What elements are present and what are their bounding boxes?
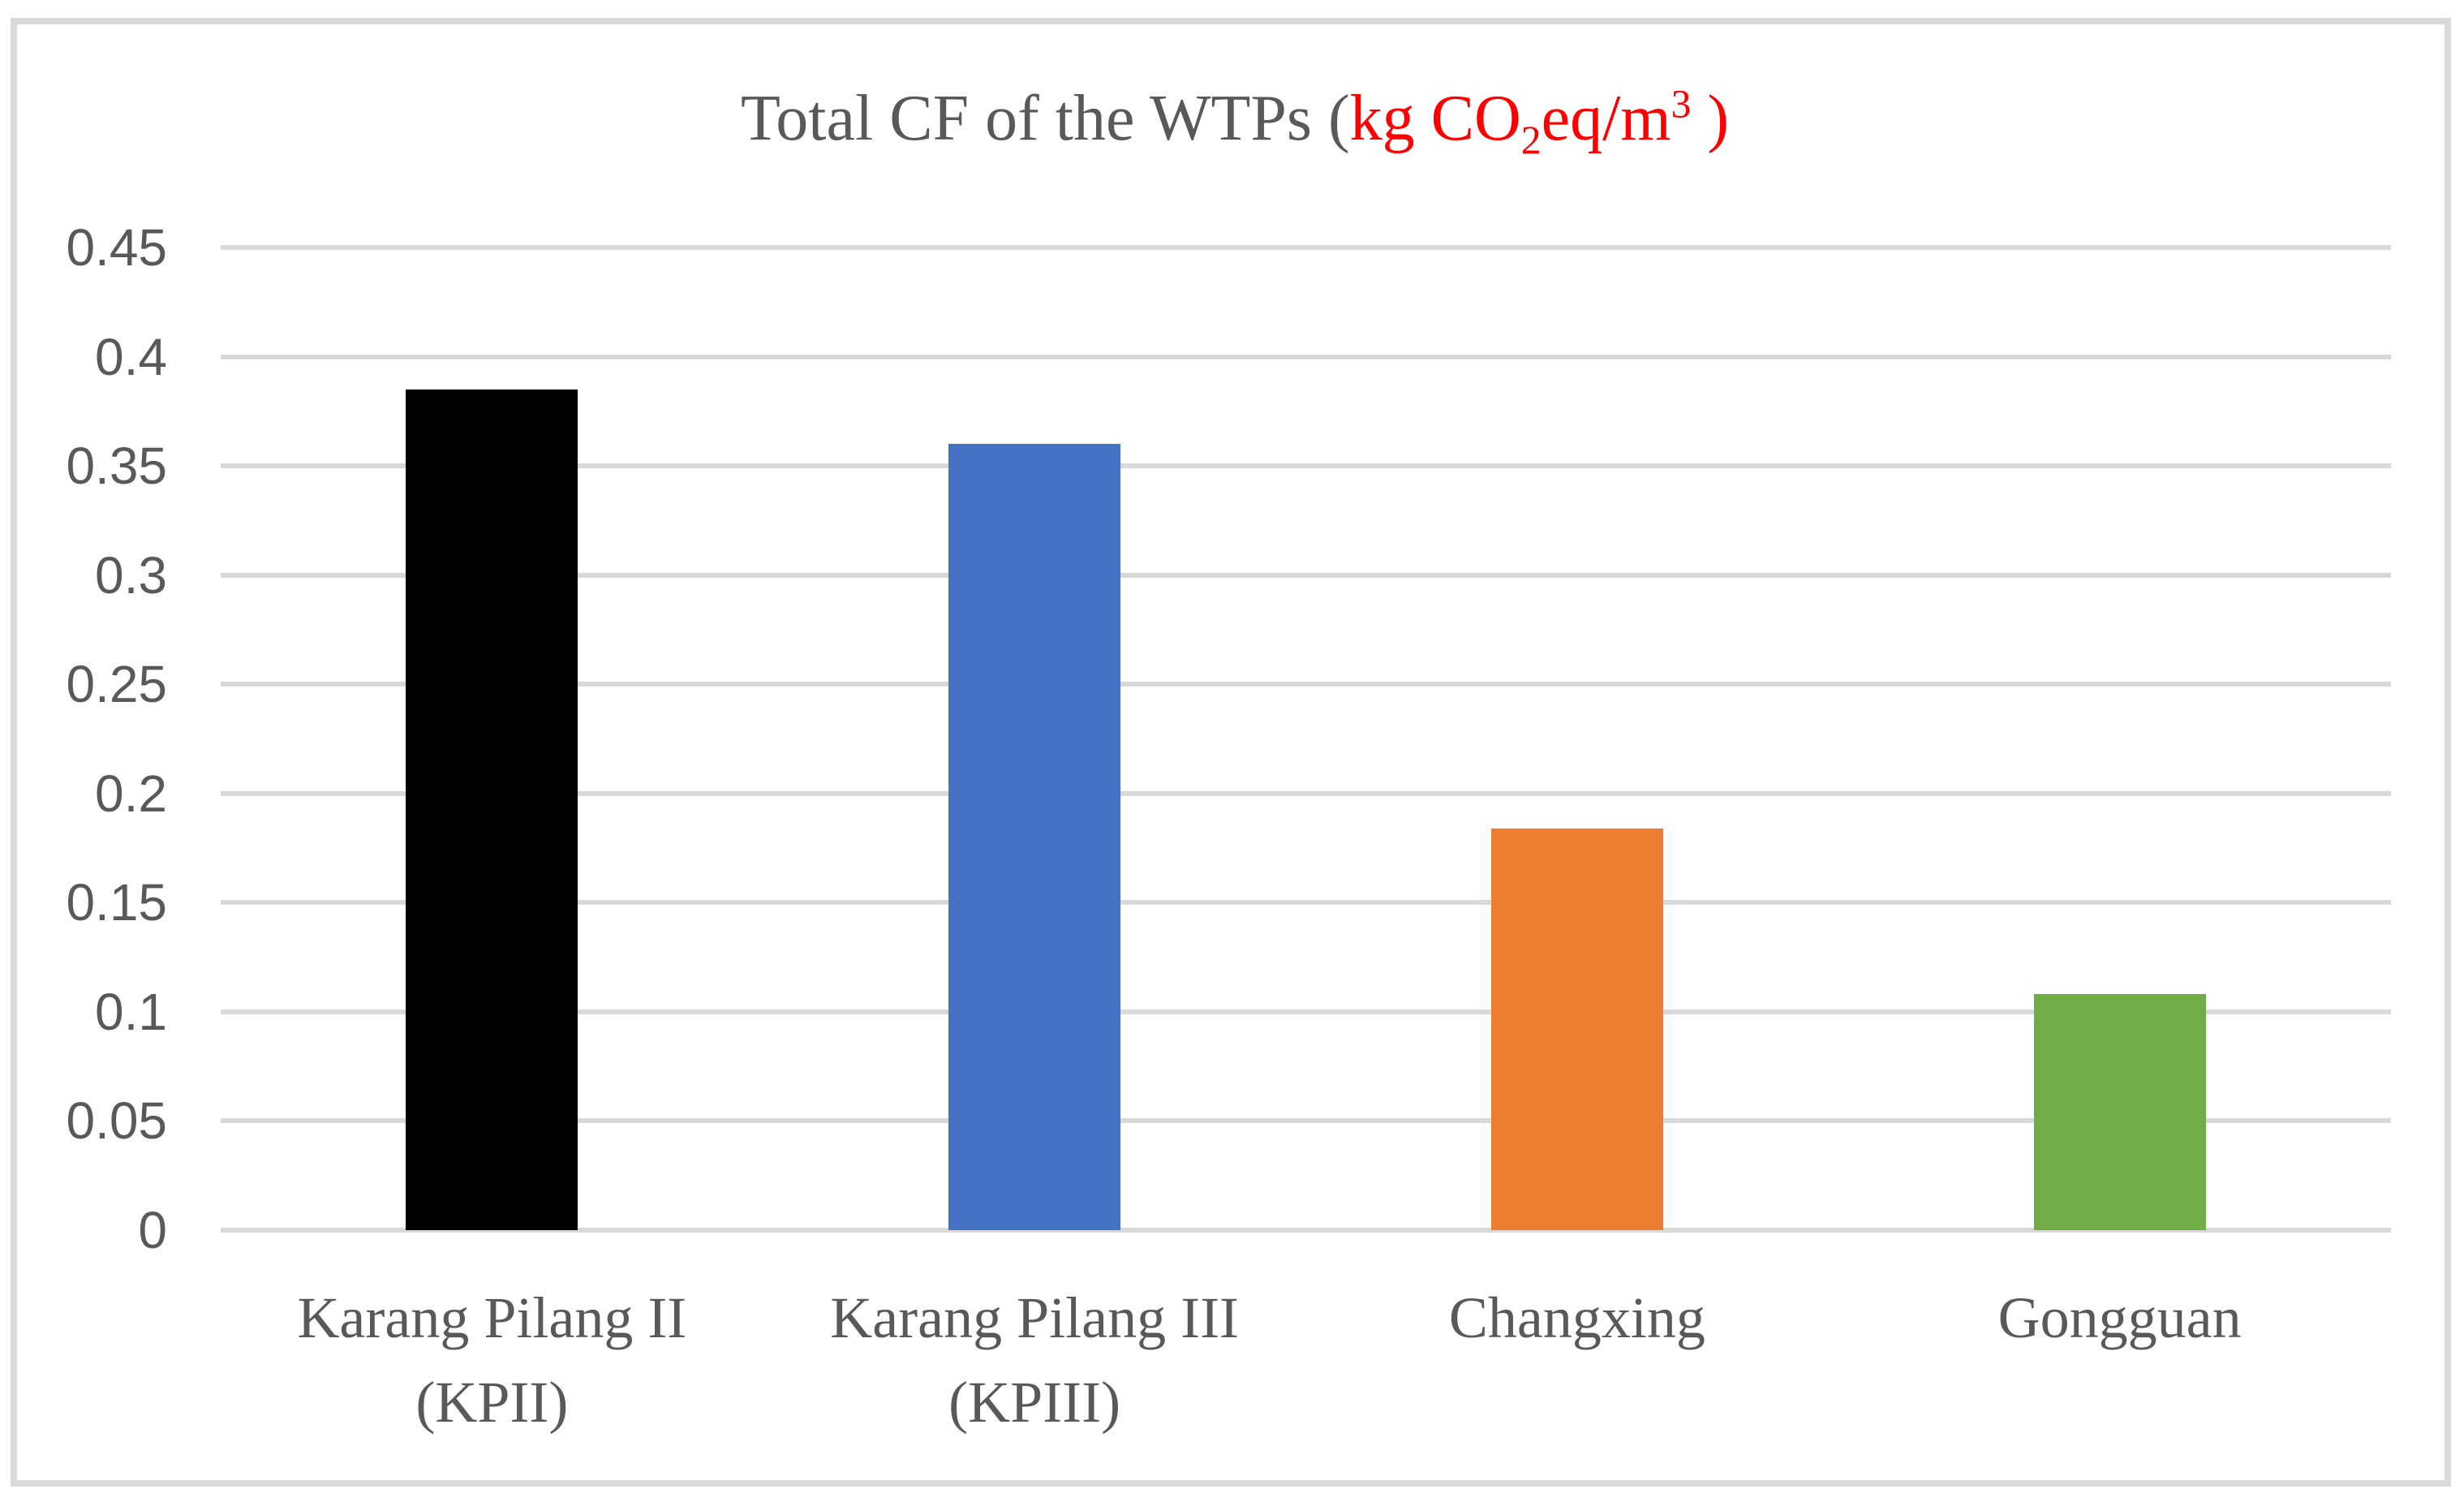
- gridline-0.4: [221, 354, 2391, 359]
- y-tick-label-0.3: 0.3: [95, 545, 167, 605]
- gridline-0: [221, 1228, 2391, 1233]
- m3-superscript: 3: [1671, 81, 1692, 127]
- unit-kg-co: kg CO: [1349, 83, 1521, 154]
- y-tick-label-0.25: 0.25: [66, 655, 167, 714]
- chart-title: Total CF of the WTPs (kg CO2eq/m3 ): [16, 81, 2453, 160]
- bar-gongguan: [2033, 994, 2206, 1230]
- gridline-0.25: [221, 682, 2391, 687]
- gridline-0.45: [221, 245, 2391, 250]
- bar-karang-pilang-iii-kpiii: [948, 444, 1121, 1230]
- y-tick-label-0.35: 0.35: [66, 437, 167, 496]
- y-tick-label-0.05: 0.05: [66, 1091, 167, 1151]
- chart-title-prefix: Total CF of the WTPs (: [740, 83, 1350, 154]
- gridline-0.05: [221, 1118, 2391, 1124]
- gridline-0.3: [221, 572, 2391, 578]
- chart-border: [11, 18, 2451, 1487]
- x-category-label-changxing: Changxing: [1448, 1285, 1705, 1350]
- y-axis-labels: 0 0.05 0.1 0.15 0.2 0.25 0.3 0.35 0.4 0.45: [0, 222, 167, 1256]
- y-tick-label-0: 0: [138, 1201, 167, 1259]
- x-category-label-karang-pilang-iii-kpiii: Karang Pilang III (KPIII): [830, 1285, 1240, 1435]
- x-axis-labels: Karang Pilang II (KPII) Karang Pilang III…: [221, 1276, 2391, 1487]
- gridline-0.2: [221, 790, 2391, 796]
- unit-close-paren: ): [1691, 83, 1729, 154]
- chart-title-unit: kg CO2eq/m3 ): [1349, 81, 1729, 160]
- y-tick-label-0.15: 0.15: [66, 873, 167, 932]
- bar-changxing: [1490, 828, 1663, 1230]
- gridline-0.15: [221, 900, 2391, 906]
- y-tick-label-0.45: 0.45: [66, 218, 167, 277]
- gridline-0.35: [221, 463, 2391, 469]
- co2-subscript: 2: [1520, 118, 1542, 162]
- x-category-label-karang-pilang-ii-kpii: Karang Pilang II (KPII): [297, 1285, 687, 1435]
- x-category-label-gongguan: Gongguan: [1997, 1285, 2242, 1350]
- gridline-0.1: [221, 1009, 2391, 1014]
- y-tick-label-0.2: 0.2: [95, 764, 167, 823]
- y-tick-label-0.1: 0.1: [95, 982, 167, 1041]
- y-tick-label-0.4: 0.4: [95, 327, 167, 386]
- bar-karang-pilang-ii-kpii: [406, 389, 578, 1230]
- plot-area: [221, 245, 2391, 1233]
- unit-eq-m: eq/m: [1541, 83, 1671, 154]
